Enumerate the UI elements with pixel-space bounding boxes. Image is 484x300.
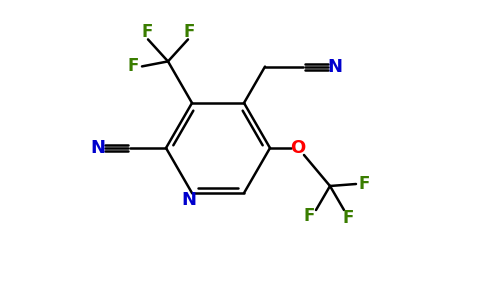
Text: N: N (328, 58, 343, 76)
Text: F: F (303, 207, 315, 225)
Text: N: N (91, 139, 106, 157)
Text: F: F (127, 57, 139, 75)
Text: N: N (182, 191, 197, 209)
Text: F: F (183, 23, 195, 41)
Text: F: F (141, 23, 152, 41)
Text: F: F (342, 209, 354, 227)
Text: F: F (358, 175, 370, 193)
Text: O: O (290, 139, 305, 157)
